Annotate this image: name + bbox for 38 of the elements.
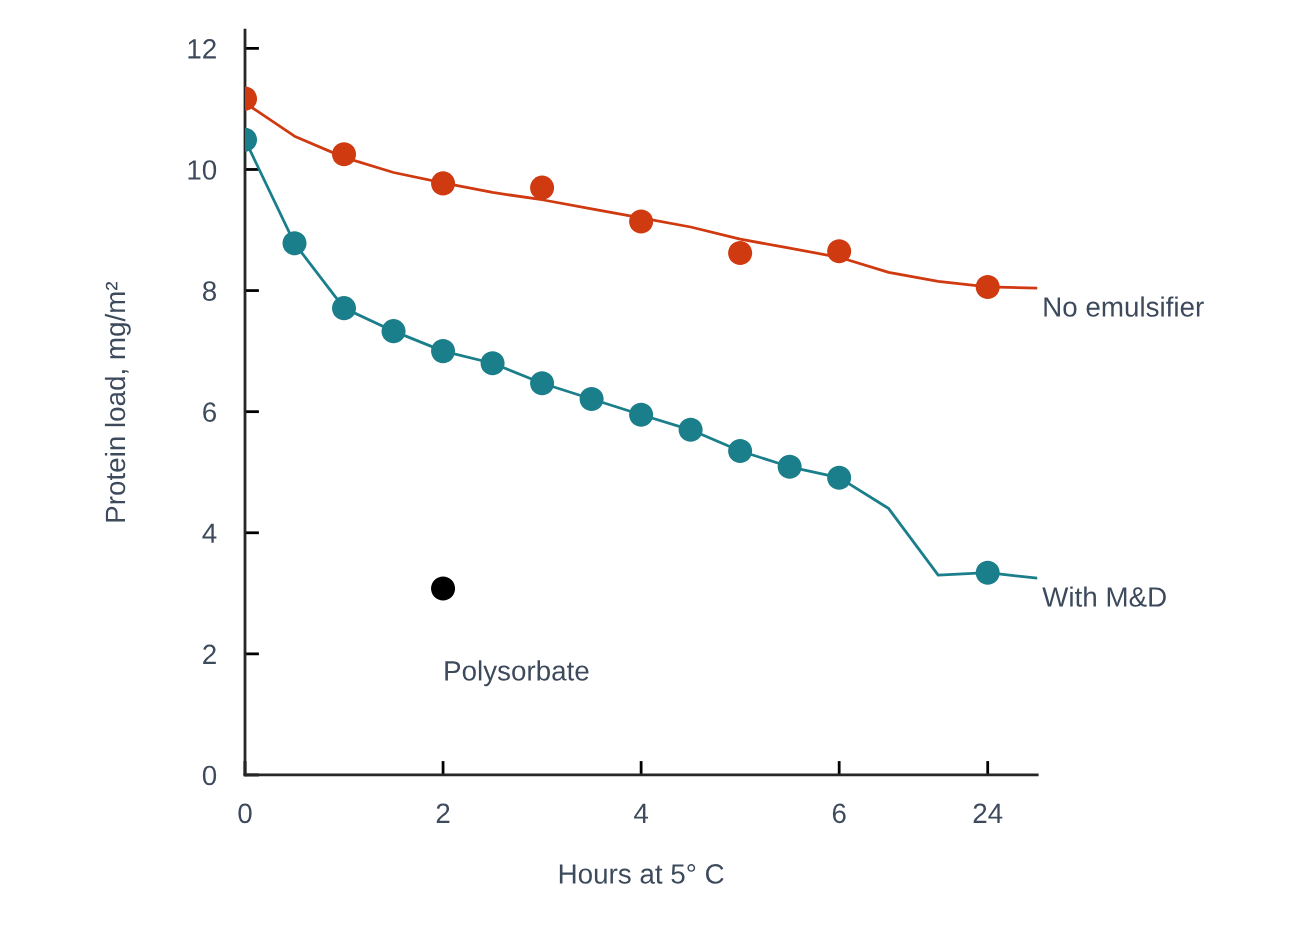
y-tick-label: 6 (203, 402, 217, 423)
point (480, 351, 505, 376)
y-tick-label: 0 (202, 765, 217, 786)
x-tick-label: 24 (973, 803, 1003, 823)
series-label: With M&D (1042, 586, 1166, 607)
point (827, 239, 852, 264)
point (579, 386, 604, 411)
point (728, 439, 753, 464)
point (629, 402, 654, 427)
y-tick-label: 8 (202, 281, 217, 301)
y-tick-label: 4 (202, 523, 217, 543)
series-label: No emulsifier (1044, 296, 1204, 317)
y-tick-label: 10 (188, 160, 217, 180)
point (530, 175, 555, 200)
x-axis-title: Hours at 5° C (559, 864, 724, 884)
y-axis-title: Protein load, mg/m² (104, 281, 131, 522)
point (431, 576, 456, 601)
x-tick-label: 0 (238, 803, 252, 824)
point (678, 417, 703, 442)
point (381, 319, 406, 344)
y-tick-label: 2 (203, 644, 216, 664)
x-tick-label: 2 (436, 803, 450, 823)
point (431, 171, 456, 196)
point (629, 209, 654, 234)
point (530, 371, 555, 396)
x-tick-label: 4 (634, 803, 649, 823)
x-tick-label: 6 (832, 803, 846, 824)
point (431, 339, 456, 364)
point (282, 231, 307, 256)
point (332, 142, 357, 167)
point (332, 296, 357, 321)
point (728, 241, 753, 266)
point (827, 465, 852, 490)
text: Polysorbate (445, 660, 589, 687)
point (975, 274, 1000, 299)
y-tick-label: 12 (188, 39, 216, 59)
point (777, 454, 802, 479)
point (975, 560, 1000, 585)
